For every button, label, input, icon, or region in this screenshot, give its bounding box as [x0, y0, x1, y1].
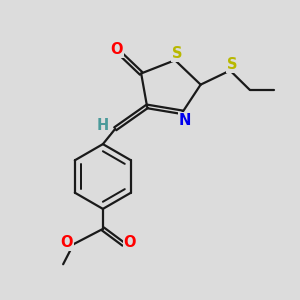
Text: H: H: [97, 118, 109, 133]
Text: S: S: [172, 46, 183, 61]
Text: O: O: [61, 235, 73, 250]
Text: O: O: [110, 42, 123, 57]
Text: N: N: [178, 113, 191, 128]
Text: S: S: [227, 56, 238, 71]
Text: O: O: [124, 235, 136, 250]
